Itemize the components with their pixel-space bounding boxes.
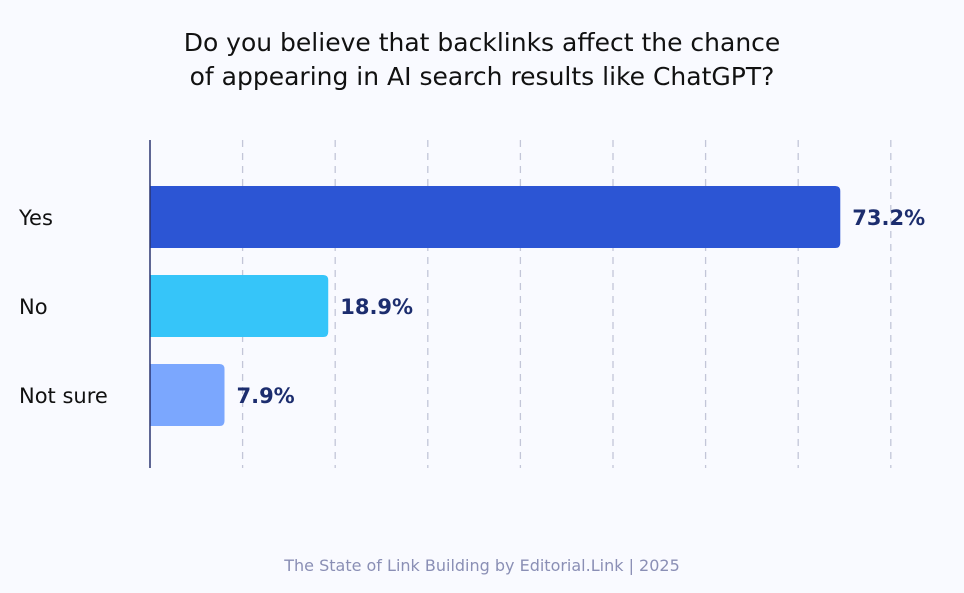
chart-title-line-2: of appearing in AI search results like C… [189, 62, 775, 91]
value-label: 18.9% [340, 295, 413, 319]
chart-title-line-1: Do you believe that backlinks affect the… [183, 28, 781, 57]
value-label: 7.9% [236, 384, 294, 408]
category-label: Yes [18, 206, 53, 230]
bar-not-sure [150, 364, 225, 426]
bar-no [150, 275, 329, 337]
category-label: Not sure [19, 384, 108, 408]
source-caption: The State of Link Building by Editorial.… [284, 556, 680, 575]
bar-yes [150, 186, 841, 248]
chart-title: Do you believe that backlinks affect the… [0, 26, 964, 94]
category-label: No [19, 295, 48, 319]
value-label: 73.2% [852, 206, 925, 230]
